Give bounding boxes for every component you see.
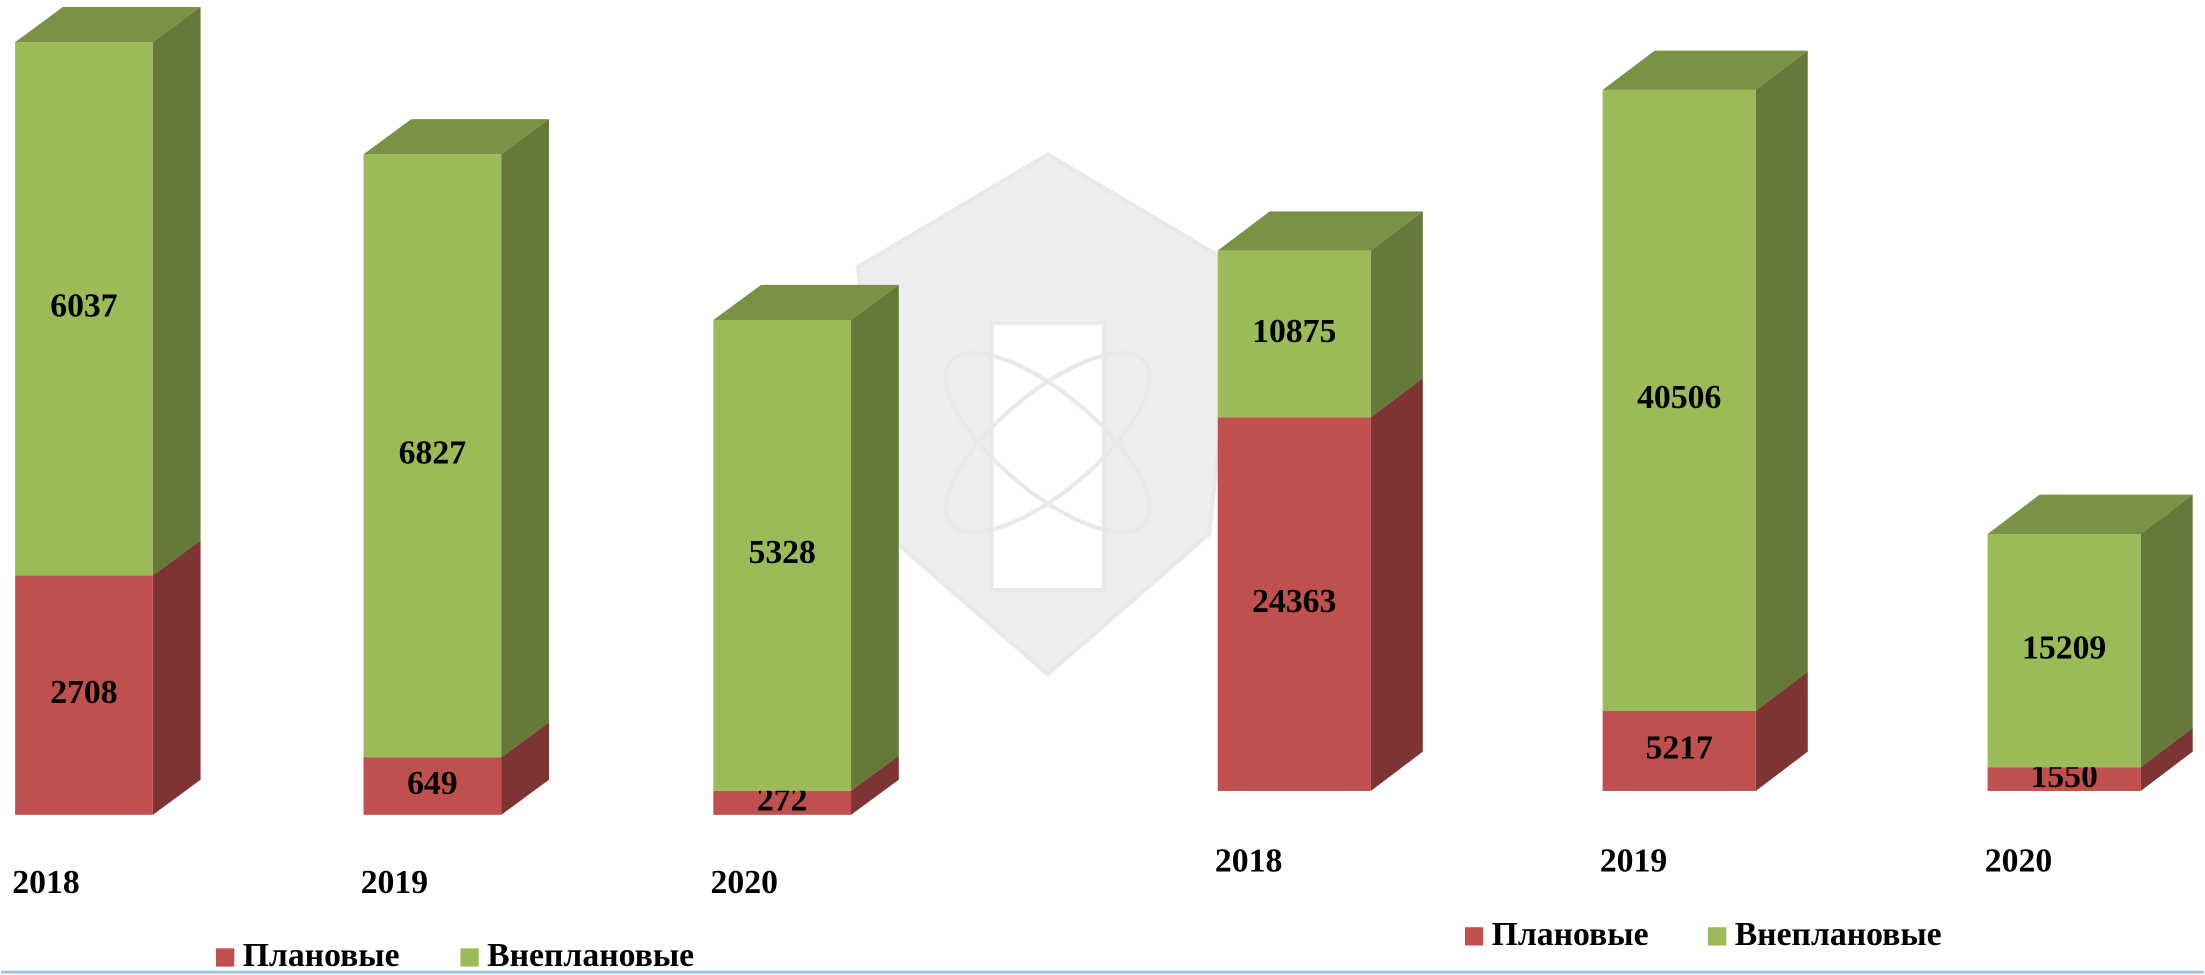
bar-top bbox=[1217, 211, 1423, 251]
x-tick-label: 2019 bbox=[361, 864, 428, 901]
bar-top bbox=[1987, 494, 2193, 535]
bar bbox=[1217, 417, 1371, 791]
bar-side bbox=[1755, 671, 1808, 791]
bar-side bbox=[1370, 378, 1423, 791]
bar-top bbox=[713, 284, 899, 321]
bar bbox=[15, 575, 153, 815]
bar-top bbox=[15, 7, 201, 43]
bar bbox=[713, 320, 852, 791]
data-label: 40506 bbox=[1637, 379, 1721, 416]
watermark bbox=[855, 152, 1240, 678]
bar-side bbox=[501, 119, 549, 758]
bar-top bbox=[1602, 50, 1808, 90]
bar bbox=[1217, 250, 1371, 418]
bar-side bbox=[1755, 50, 1808, 711]
data-label: 6827 bbox=[399, 435, 467, 472]
bar bbox=[363, 154, 502, 758]
bar bbox=[1987, 767, 2141, 791]
bar bbox=[713, 790, 852, 815]
data-label: 2708 bbox=[50, 674, 117, 711]
x-tick-label: 2018 bbox=[12, 864, 79, 901]
bar-side bbox=[2140, 727, 2193, 791]
data-label: 5217 bbox=[1646, 730, 1714, 767]
bar bbox=[15, 42, 153, 576]
legend-swatch bbox=[216, 948, 235, 967]
legend-swatch bbox=[1464, 927, 1484, 946]
x-tick-label: 2019 bbox=[1600, 843, 1667, 880]
bar-side bbox=[152, 540, 201, 815]
data-label: 649 bbox=[407, 765, 458, 802]
bar-top bbox=[363, 119, 549, 155]
x-tick-label: 2018 bbox=[1215, 843, 1282, 880]
bar-side bbox=[152, 7, 201, 576]
data-label: 15209 bbox=[2022, 629, 2106, 666]
bar-side bbox=[501, 722, 549, 815]
x-tick-label: 2020 bbox=[1985, 843, 2052, 880]
bar-side bbox=[851, 284, 899, 791]
data-label: 10875 bbox=[1252, 313, 1336, 350]
bar bbox=[1987, 534, 2141, 768]
legend-swatch bbox=[1708, 927, 1727, 946]
bar-side bbox=[2140, 494, 2193, 768]
legend-swatch bbox=[460, 948, 479, 967]
data-label: 24363 bbox=[1252, 583, 1336, 620]
x-tick-label: 2020 bbox=[711, 864, 778, 901]
legend-label: Плановые bbox=[243, 937, 400, 974]
data-label: 6037 bbox=[50, 288, 118, 325]
bar bbox=[363, 757, 502, 815]
bar-side bbox=[851, 755, 899, 815]
legend-label: Внеплановые bbox=[487, 937, 694, 974]
bar-side bbox=[1370, 211, 1423, 418]
bar bbox=[1602, 710, 1756, 791]
legend-label: Плановые bbox=[1492, 916, 1649, 953]
legend-label: Внеплановые bbox=[1735, 916, 1942, 953]
bar bbox=[1602, 89, 1756, 711]
data-label: 5328 bbox=[748, 534, 815, 571]
